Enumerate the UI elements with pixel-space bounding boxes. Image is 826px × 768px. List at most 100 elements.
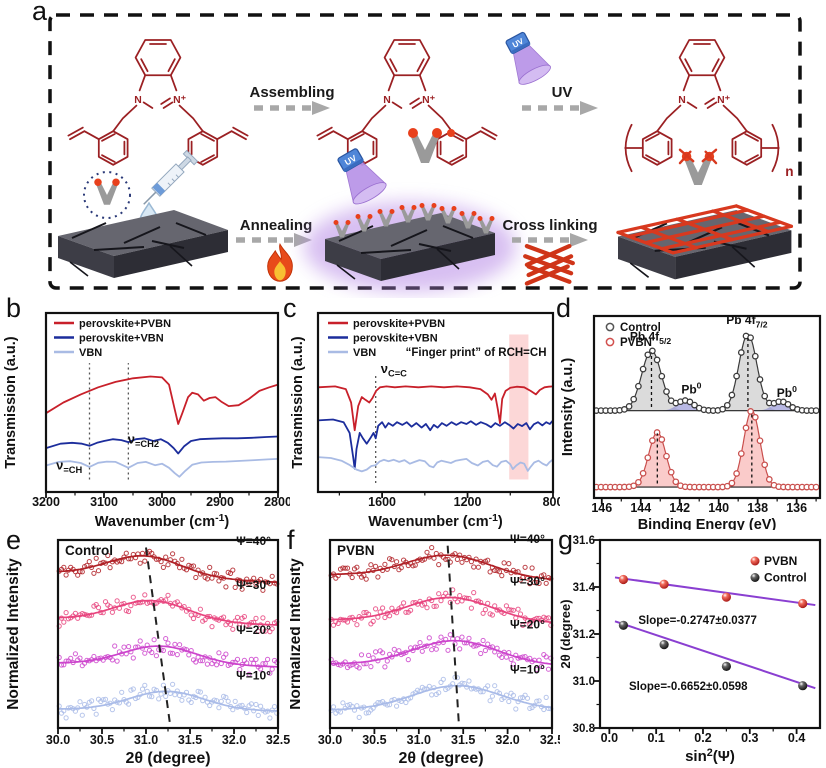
scatter-point [126, 608, 132, 615]
scatter-point [244, 709, 250, 716]
x-tick-label: 0.0 [601, 731, 618, 745]
spectrum-line [317, 456, 554, 473]
scatter-point [344, 702, 351, 708]
x-tick-label: 2800 [264, 495, 290, 509]
scatter-point [200, 658, 206, 664]
scatter-point [363, 576, 369, 582]
scatter-point [253, 656, 259, 662]
scatter-point [354, 703, 360, 709]
annotation: ν=CH [56, 458, 82, 476]
xps-marker [667, 468, 675, 476]
scatter-point [91, 653, 97, 660]
scatter-point [102, 696, 109, 702]
scatter-point [197, 606, 203, 612]
x-tick-label: 31.0 [407, 733, 431, 747]
spectrum-line [45, 375, 279, 425]
scatter-point [204, 661, 210, 667]
y-tick-label: 30.8 [573, 723, 596, 735]
xps-marker [719, 405, 726, 413]
scatter-point [485, 557, 491, 563]
scatter-point [354, 622, 360, 628]
x-tick-label: 30.5 [362, 733, 386, 747]
scatter-point [412, 562, 418, 568]
axis-box [56, 538, 280, 730]
scatter-point [68, 655, 74, 661]
scatter-point [543, 615, 549, 621]
scatter-point [188, 612, 194, 618]
scatter-point [438, 598, 444, 604]
scatter-point [216, 650, 222, 656]
crosslinking-label: Cross linking [502, 217, 597, 234]
xrd-curve [330, 684, 553, 711]
scatter-point [197, 689, 203, 695]
scatter-point [534, 666, 540, 673]
scatter-point [349, 574, 355, 581]
scatter-point [190, 615, 197, 622]
legend-marker [605, 322, 615, 332]
scatter-point [487, 698, 493, 704]
spectrum-line [45, 458, 279, 478]
xps-marker [812, 483, 820, 491]
scatter-point [165, 640, 171, 646]
panel-label-a: a [32, 0, 48, 26]
scatter-point [109, 707, 116, 713]
scatter-point [529, 565, 535, 571]
scatter-point [485, 641, 491, 647]
xps-marker [723, 401, 731, 409]
guide-line [145, 547, 171, 723]
annotation: Slope=-0.2747±0.0377 [638, 615, 757, 627]
scatter-point [170, 681, 176, 687]
scatter-point [337, 566, 344, 572]
scatter-point [89, 698, 95, 704]
scatter-point [246, 671, 252, 677]
scatter-point [457, 646, 463, 652]
scatter-point [271, 704, 278, 710]
scatter-point [394, 559, 400, 565]
legend-marker [750, 573, 760, 582]
scatter-point [541, 614, 547, 620]
trace-label: Ψ=20° [510, 618, 545, 632]
scatter-point [156, 696, 162, 702]
legend-label: perovskite+VBN [79, 333, 164, 345]
data-point [721, 592, 731, 602]
scatter-point [510, 692, 516, 698]
scatter-point [382, 664, 388, 670]
scatter-point [499, 573, 505, 579]
x-tick-label: 136 [786, 501, 807, 515]
scatter-point [487, 569, 493, 575]
scatter-point [382, 614, 388, 621]
scatter-point [403, 699, 409, 706]
scatter-point [436, 690, 442, 696]
polymer-mesh-icon [525, 246, 573, 283]
x-tick-label: 2900 [206, 495, 234, 509]
xps-marker [621, 406, 628, 413]
x-tick-label: 32.0 [495, 733, 519, 747]
scatter-point [389, 605, 395, 611]
spectrum-line [45, 435, 279, 455]
perovskite-slab [57, 209, 229, 279]
scatter-point [177, 642, 183, 648]
scatter-point [426, 683, 432, 689]
scatter-point [193, 574, 199, 581]
scatter-point [142, 650, 148, 656]
axis-box [44, 311, 280, 494]
scatter-point [543, 654, 549, 660]
scatter-point [373, 606, 379, 612]
scatter-point [149, 649, 155, 656]
annealing-arrow [236, 233, 312, 247]
fit-line [614, 620, 816, 690]
highlight-band [509, 334, 529, 480]
scatter-point [174, 652, 180, 658]
scatter-point [403, 609, 409, 615]
xps-marker [686, 398, 694, 406]
scatter-point [361, 572, 367, 579]
scatter-point [251, 708, 257, 714]
scatter-point [344, 619, 351, 625]
axis-box [316, 311, 555, 494]
x-tick-label: 140 [708, 501, 729, 515]
xps-marker [747, 334, 754, 342]
scatter-point [330, 622, 337, 628]
scatter-point [471, 590, 477, 596]
